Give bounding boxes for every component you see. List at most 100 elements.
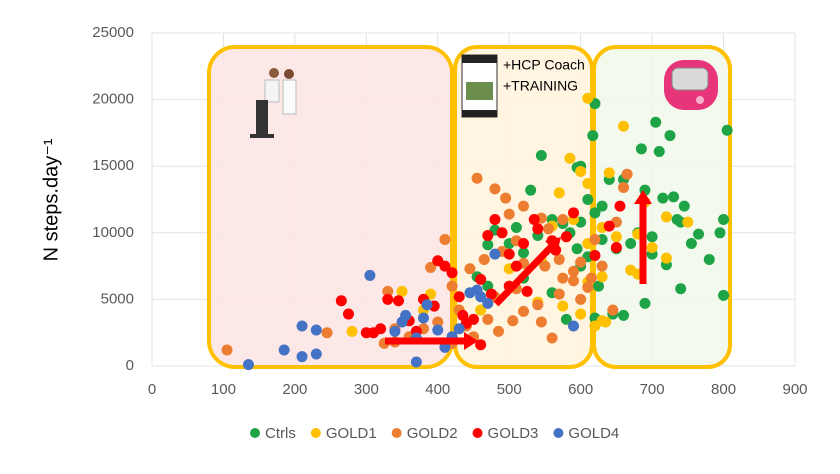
legend: Ctrls GOLD1 GOLD2 GOLD3 GOLD4 — [250, 425, 619, 442]
point — [557, 300, 569, 312]
point — [221, 344, 233, 356]
point — [439, 260, 451, 272]
point — [678, 200, 690, 212]
point — [560, 231, 572, 243]
arrow-head — [464, 332, 478, 350]
point — [618, 309, 630, 321]
point — [478, 253, 490, 265]
point — [575, 166, 587, 178]
point — [468, 313, 479, 325]
x-tick-label: 500 — [497, 381, 522, 398]
point — [510, 221, 522, 233]
point — [321, 327, 333, 339]
point — [607, 304, 619, 316]
point — [718, 213, 730, 225]
x-tick-label: 800 — [711, 381, 736, 398]
point — [610, 231, 622, 243]
x-tick-label: 0 — [148, 381, 156, 398]
y-tick-label: 25000 — [92, 24, 134, 41]
point — [453, 291, 465, 303]
point — [335, 295, 347, 307]
point — [650, 116, 662, 128]
point — [471, 172, 483, 184]
point — [489, 213, 501, 225]
legend-marker — [553, 428, 564, 438]
point — [596, 200, 608, 212]
legend-marker — [472, 428, 483, 438]
point — [475, 291, 487, 303]
point — [575, 256, 587, 268]
point — [582, 281, 594, 293]
point — [568, 275, 580, 287]
point — [568, 265, 580, 277]
legend-label: Ctrls — [265, 425, 296, 442]
point — [296, 351, 308, 363]
point — [593, 280, 605, 292]
point — [525, 184, 537, 196]
point — [475, 304, 487, 316]
point — [582, 178, 594, 190]
x-tick-label: 300 — [354, 381, 379, 398]
point — [589, 249, 601, 261]
y-tick-label: 0 — [126, 357, 134, 374]
arrow-head — [545, 237, 561, 253]
point — [589, 320, 601, 332]
point — [482, 297, 494, 309]
point — [639, 297, 651, 309]
legend-label: GOLD1 — [326, 425, 377, 442]
legend-marker — [310, 428, 321, 438]
point — [571, 243, 583, 255]
point — [646, 231, 658, 243]
arrow-head — [634, 190, 652, 204]
point — [375, 323, 387, 335]
points — [221, 92, 733, 371]
point — [600, 316, 612, 328]
point — [546, 332, 558, 344]
point — [560, 313, 572, 325]
point — [535, 150, 547, 162]
point — [482, 229, 494, 241]
point — [653, 146, 665, 158]
point — [482, 313, 494, 325]
legend-label: GOLD4 — [568, 425, 619, 442]
point — [439, 233, 451, 245]
point — [603, 220, 615, 232]
point — [432, 316, 444, 328]
point — [596, 260, 608, 272]
point — [521, 285, 533, 297]
point — [610, 241, 622, 253]
legend-marker — [391, 428, 402, 438]
point — [296, 320, 308, 332]
legend-marker — [250, 428, 260, 438]
point — [453, 323, 465, 335]
point — [575, 293, 587, 305]
point — [682, 216, 694, 228]
y-tick-label: 5000 — [101, 290, 134, 307]
point — [493, 325, 505, 337]
point — [543, 223, 555, 235]
legend-label: GOLD2 — [407, 425, 458, 442]
point — [532, 299, 544, 311]
point — [582, 194, 594, 205]
point — [596, 271, 608, 283]
point — [660, 211, 672, 223]
x-tick-label: 400 — [425, 381, 450, 398]
point — [721, 124, 733, 136]
point — [535, 316, 547, 328]
icons — [250, 54, 718, 138]
point — [310, 324, 322, 336]
point — [664, 130, 676, 142]
point — [621, 168, 633, 180]
y-tick-label: 10000 — [92, 224, 134, 241]
point — [714, 227, 726, 239]
y-tick-label: 20000 — [92, 91, 134, 108]
point — [392, 295, 404, 307]
point — [360, 327, 372, 339]
x-tick-label: 700 — [640, 381, 665, 398]
point — [400, 309, 412, 321]
point — [482, 239, 494, 251]
point — [718, 289, 730, 301]
point — [575, 308, 587, 320]
point — [382, 285, 394, 297]
booklet-image — [461, 54, 498, 118]
